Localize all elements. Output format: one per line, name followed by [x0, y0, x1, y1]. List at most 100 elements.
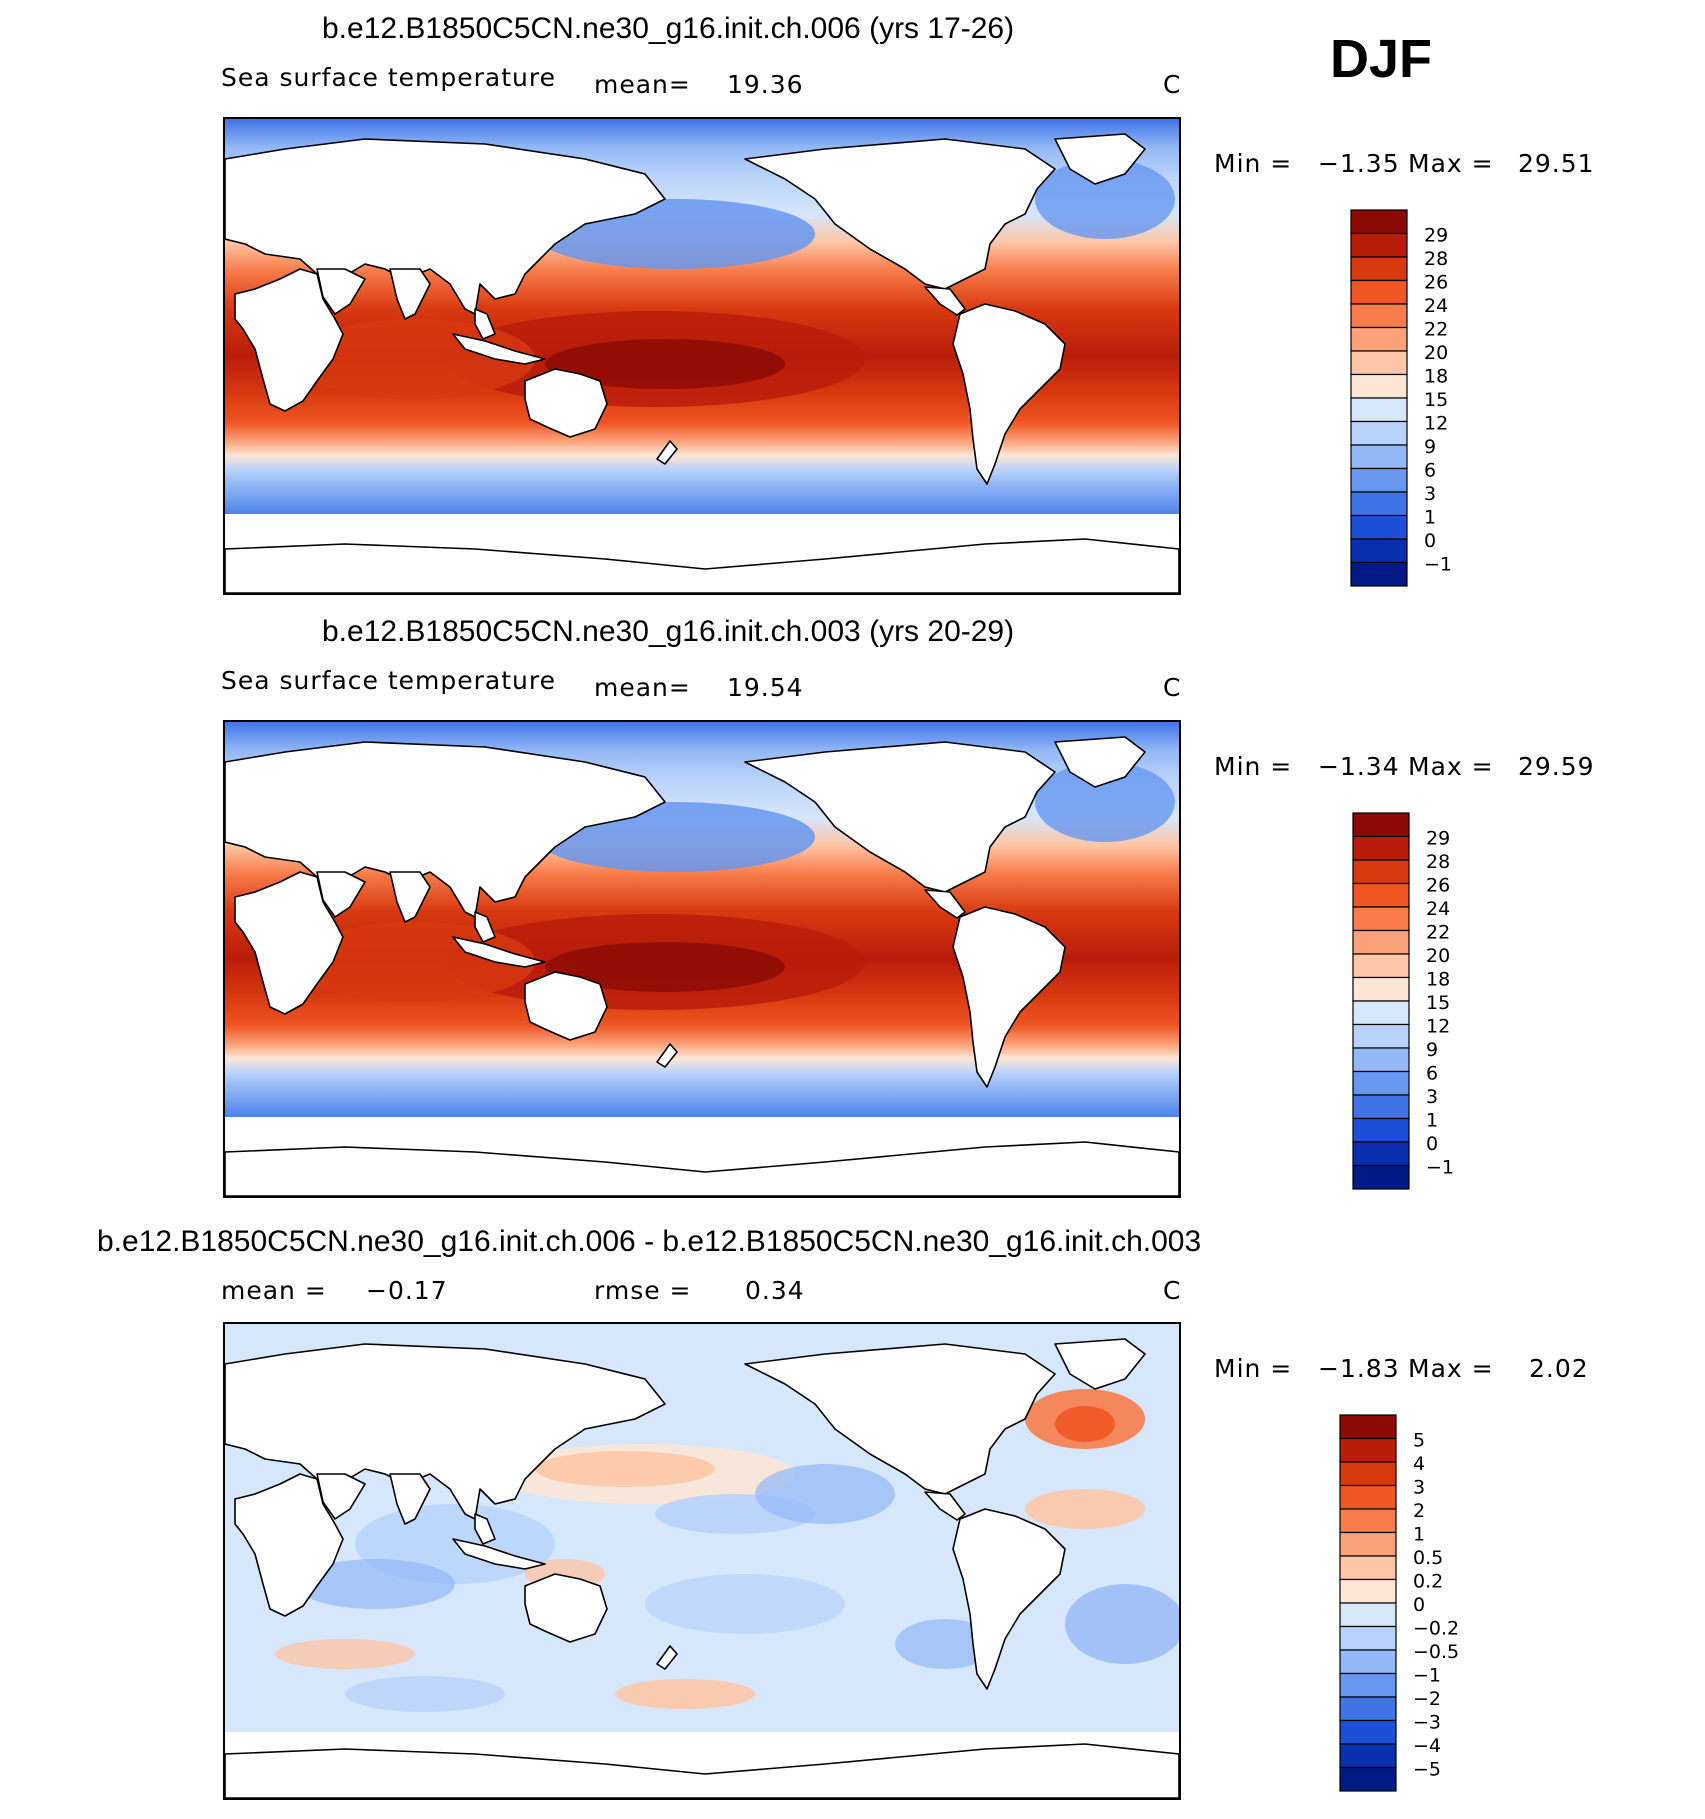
colorbar-tick-label: 9 [1426, 1039, 1438, 1061]
panel-1-mean-value: 19.36 [727, 70, 804, 99]
colorbar-swatch [1350, 373, 1408, 399]
land-india [389, 1473, 431, 1525]
colorbar-tick-label: 5 [1413, 1430, 1425, 1452]
colorbar-swatch [1350, 444, 1408, 470]
land-indonesia [452, 936, 546, 968]
land-seasia [474, 308, 496, 340]
colorbar-swatch [1352, 835, 1410, 861]
panel-1-colorbar: 29 28 26 24 22 20 18 15 12 9 6 3 1 0 −1 [1350, 209, 1500, 591]
colorbar-swatch [1352, 812, 1410, 838]
colorbar-tick-label: −1 [1424, 554, 1452, 576]
colorbar-tick-label: −0.2 [1413, 1618, 1459, 1640]
colorbar-tick-label: 20 [1424, 342, 1448, 364]
land-seasia [474, 1513, 496, 1545]
colorbar-swatch [1339, 1437, 1397, 1463]
anomaly-blob [1055, 1406, 1115, 1442]
colorbar-swatch [1339, 1602, 1397, 1628]
colorbar-tick-label: 22 [1424, 319, 1448, 341]
colorbar-tick-label: 6 [1424, 460, 1436, 482]
colorbar-swatch [1339, 1414, 1397, 1440]
colorbar-tick-label: −1 [1426, 1157, 1454, 1179]
colorbar-tick-label: 26 [1424, 272, 1448, 294]
land-northam [744, 741, 1056, 893]
panel-3-units: C [1163, 1276, 1182, 1305]
panel-1-mean-label: mean= [594, 70, 691, 99]
anomaly-blob [895, 1619, 995, 1669]
land-seasia [474, 911, 496, 943]
colorbar-tick-label: 0.5 [1413, 1547, 1443, 1569]
land-southam [952, 906, 1066, 1088]
anomaly-blob [755, 1464, 895, 1524]
colorbar-tick-label: 18 [1426, 969, 1450, 991]
colorbar-tick-label: 3 [1424, 483, 1436, 505]
anomaly-blob [535, 1451, 715, 1487]
land-nz [656, 1645, 678, 1670]
colorbar-tick-label: 15 [1424, 389, 1448, 411]
land-africa [234, 871, 344, 1015]
colorbar-swatch [1352, 953, 1410, 979]
anomaly-blob [275, 1639, 415, 1669]
colorbar-swatch [1352, 1070, 1410, 1096]
colorbar-swatch [1352, 1141, 1410, 1167]
land-greenland [1054, 1338, 1146, 1390]
colorbar-swatch [1339, 1531, 1397, 1557]
colorbar-swatch [1350, 232, 1408, 258]
panel-2-mean-label: mean= [594, 673, 691, 702]
panel-3-max-label: Max = [1408, 1354, 1494, 1383]
colorbar-swatch [1350, 467, 1408, 493]
panel-2-map [223, 720, 1181, 1198]
land-nz [656, 1043, 678, 1068]
land-nz [656, 440, 678, 465]
colorbar-swatch [1352, 906, 1410, 932]
panel-2-max-value: 29.59 [1518, 752, 1595, 781]
colorbar-tick-label: 28 [1424, 248, 1448, 270]
panel-2-units: C [1163, 673, 1182, 702]
land-indonesia [452, 1538, 546, 1570]
colorbar-swatch [1350, 514, 1408, 540]
colorbar-swatch [1339, 1766, 1397, 1792]
colorbar-tick-label: 9 [1424, 436, 1436, 458]
colorbar-tick-label: 0 [1413, 1594, 1425, 1616]
panel-1-min-value: −1.35 [1318, 149, 1400, 178]
panel-2-min-label: Min = [1214, 752, 1293, 781]
colorbar-tick-label: 0 [1426, 1133, 1438, 1155]
panel-1-title: b.e12.B1850C5CN.ne30_g16.init.ch.006 (yr… [322, 12, 1015, 45]
colorbar-swatch [1352, 976, 1410, 1002]
colorbar-swatch [1352, 929, 1410, 955]
colorbar-tick-label: 15 [1426, 992, 1450, 1014]
panel-3-mean-label: mean = [221, 1276, 327, 1305]
panel-3-min-value: −1.83 [1318, 1354, 1400, 1383]
panel-3-mean-value: −0.17 [366, 1276, 448, 1305]
colorbar-swatch [1339, 1578, 1397, 1604]
colorbar-swatch [1339, 1672, 1397, 1698]
panel-3-map-svg [225, 1324, 1179, 1798]
colorbar-tick-label: 12 [1426, 1016, 1450, 1038]
colorbar-tick-label: 26 [1426, 875, 1450, 897]
colorbar-swatch [1350, 350, 1408, 376]
panel-1-units: C [1163, 70, 1182, 99]
panel-2-min-value: −1.34 [1318, 752, 1400, 781]
colorbar-swatch [1350, 279, 1408, 305]
colorbar-tick-label: 1 [1413, 1524, 1425, 1546]
land-northam [744, 138, 1056, 290]
colorbar-tick-label: 29 [1426, 828, 1450, 850]
season-label: DJF [1330, 29, 1433, 89]
colorbar-swatch [1350, 397, 1408, 423]
land-northam [744, 1343, 1056, 1495]
panel-3-max-value: 2.02 [1529, 1354, 1589, 1383]
colorbar-tick-label: 0 [1424, 530, 1436, 552]
panel-2-map-svg [225, 722, 1179, 1196]
land-centam [924, 1491, 966, 1521]
colorbar-swatch [1352, 1047, 1410, 1073]
panel-3-colorbar: 5 4 3 2 1 0.5 0.2 0 −0.2 −0.5 −1 −2 −3 −4 −5 [1339, 1414, 1499, 1796]
panel-1-map-svg [225, 119, 1179, 593]
colorbar-tick-label: 28 [1426, 851, 1450, 873]
panel-1-map [223, 117, 1181, 595]
panel-1-max-label: Max = [1408, 149, 1494, 178]
land-arabia [316, 871, 366, 918]
colorbar-tick-label: 1 [1424, 507, 1436, 529]
colorbar-swatch [1339, 1461, 1397, 1487]
colorbar-tick-label: 12 [1424, 413, 1448, 435]
